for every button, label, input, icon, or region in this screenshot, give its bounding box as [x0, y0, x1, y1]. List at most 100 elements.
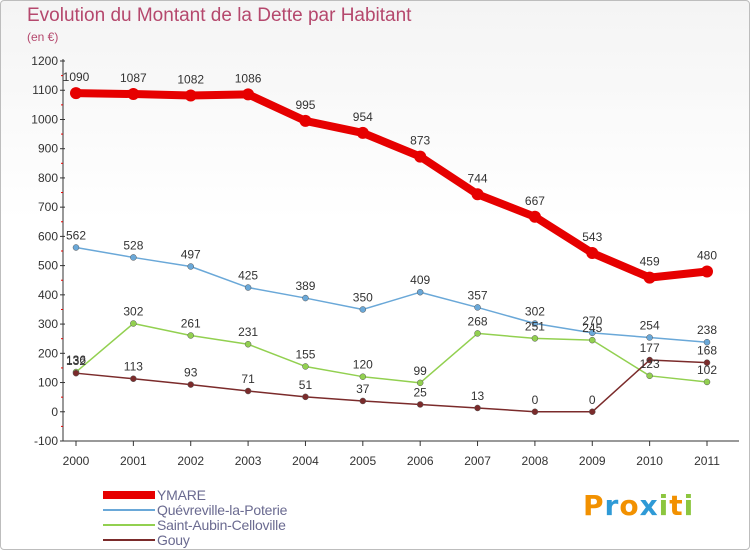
data-label: 254 — [640, 319, 660, 333]
data-label: 71 — [241, 372, 255, 386]
data-label: 120 — [353, 358, 373, 372]
data-point — [130, 254, 137, 261]
y-tick-label: 900 — [38, 142, 58, 156]
data-point — [589, 336, 596, 344]
data-point — [589, 408, 596, 416]
data-point — [242, 88, 255, 101]
logo-letter: o — [619, 489, 640, 522]
data-point — [414, 150, 427, 163]
data-point — [244, 387, 252, 395]
data-point — [589, 329, 596, 337]
data-label: 238 — [697, 323, 717, 337]
chart-title: Evolution du Montant de la Dette par Hab… — [27, 5, 412, 26]
chart-unit: (en €) — [27, 30, 59, 44]
data-point — [701, 265, 713, 278]
series-qu-vreville-la-poterie — [72, 244, 711, 346]
x-tick-label: 2010 — [636, 454, 663, 468]
legend-label: Gouy — [157, 531, 190, 548]
legend-swatch — [103, 523, 155, 526]
data-label: 270 — [582, 314, 602, 328]
data-label: 1086 — [235, 71, 262, 85]
data-label: 13 — [471, 389, 485, 403]
data-point — [643, 271, 656, 284]
data-label: 667 — [525, 194, 545, 208]
data-point — [703, 338, 711, 346]
data-label: 357 — [468, 288, 488, 302]
data-point — [531, 335, 539, 342]
data-point — [302, 294, 309, 302]
data-label: 102 — [697, 363, 717, 377]
data-point — [359, 397, 367, 405]
x-tick-label: 2003 — [235, 454, 262, 468]
data-point — [416, 401, 424, 408]
x-tick-label: 2006 — [407, 454, 434, 468]
y-tick-label: 800 — [38, 171, 58, 185]
data-point — [302, 393, 309, 401]
logo-letter: t — [669, 489, 684, 522]
legend-swatch — [103, 490, 155, 499]
data-point — [646, 334, 653, 341]
data-label: 409 — [410, 273, 430, 287]
data-label: 389 — [295, 279, 315, 293]
data-label: 177 — [640, 341, 660, 355]
data-label: 425 — [238, 269, 258, 283]
data-label: 459 — [640, 255, 660, 269]
x-tick-label: 2009 — [579, 454, 606, 468]
y-tick-label: 1100 — [32, 83, 58, 97]
logo-letter: r — [604, 489, 620, 522]
logo-letter: i — [658, 489, 670, 522]
data-point — [244, 284, 252, 291]
data-label: 136 — [66, 353, 86, 367]
x-tick-label: 2005 — [349, 454, 376, 468]
y-tick-label: -100 — [34, 434, 58, 448]
data-label: 302 — [525, 304, 545, 318]
data-label: 995 — [295, 98, 315, 112]
x-tick-label: 2007 — [464, 454, 491, 468]
data-point — [474, 404, 481, 412]
y-tick-label: 600 — [38, 229, 58, 243]
data-label: 99 — [414, 364, 428, 378]
y-tick-label: 500 — [38, 259, 58, 273]
data-point — [72, 369, 80, 377]
data-point — [187, 381, 194, 388]
x-tick-label: 2001 — [120, 454, 147, 468]
data-point — [474, 304, 481, 311]
x-tick-label: 2004 — [292, 454, 319, 468]
data-label: 0 — [589, 393, 596, 407]
logo-letter: x — [639, 489, 659, 522]
legend-label: Quévreville-la-Poterie — [157, 501, 288, 518]
data-point — [359, 306, 367, 313]
y-tick-label: 1000 — [31, 112, 58, 126]
data-label: 302 — [123, 304, 143, 318]
series-layer — [70, 87, 713, 416]
data-label: 480 — [697, 248, 717, 262]
data-point — [72, 244, 80, 251]
y-tick-label: 0 — [51, 405, 58, 419]
data-point — [703, 359, 711, 366]
data-point — [471, 188, 484, 201]
data-label: 93 — [184, 366, 198, 380]
data-label: 51 — [299, 378, 313, 392]
series-ymare — [70, 87, 713, 284]
legend-label: Saint-Aubin-Celloville — [157, 516, 286, 533]
data-label: 350 — [353, 290, 373, 304]
data-label: 0 — [532, 393, 539, 407]
data-point — [646, 356, 653, 364]
data-label: 37 — [356, 382, 370, 396]
data-label: 268 — [468, 314, 488, 328]
data-point — [416, 288, 424, 296]
legend-item: YMARE — [103, 487, 206, 503]
data-label: 1090 — [63, 70, 90, 84]
data-label: 231 — [238, 325, 258, 339]
proxiti-logo: Proxiti — [583, 489, 694, 522]
logo-letter: P — [583, 489, 605, 522]
data-point — [130, 320, 137, 327]
data-point — [356, 126, 369, 139]
data-label: 954 — [353, 110, 373, 124]
data-label: 168 — [697, 344, 717, 358]
data-label: 562 — [66, 228, 86, 242]
x-tick-label: 2002 — [177, 454, 204, 468]
data-point — [416, 379, 424, 387]
data-label: 744 — [468, 171, 488, 185]
